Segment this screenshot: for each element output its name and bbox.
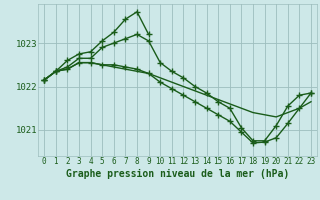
X-axis label: Graphe pression niveau de la mer (hPa): Graphe pression niveau de la mer (hPa) <box>66 169 289 179</box>
